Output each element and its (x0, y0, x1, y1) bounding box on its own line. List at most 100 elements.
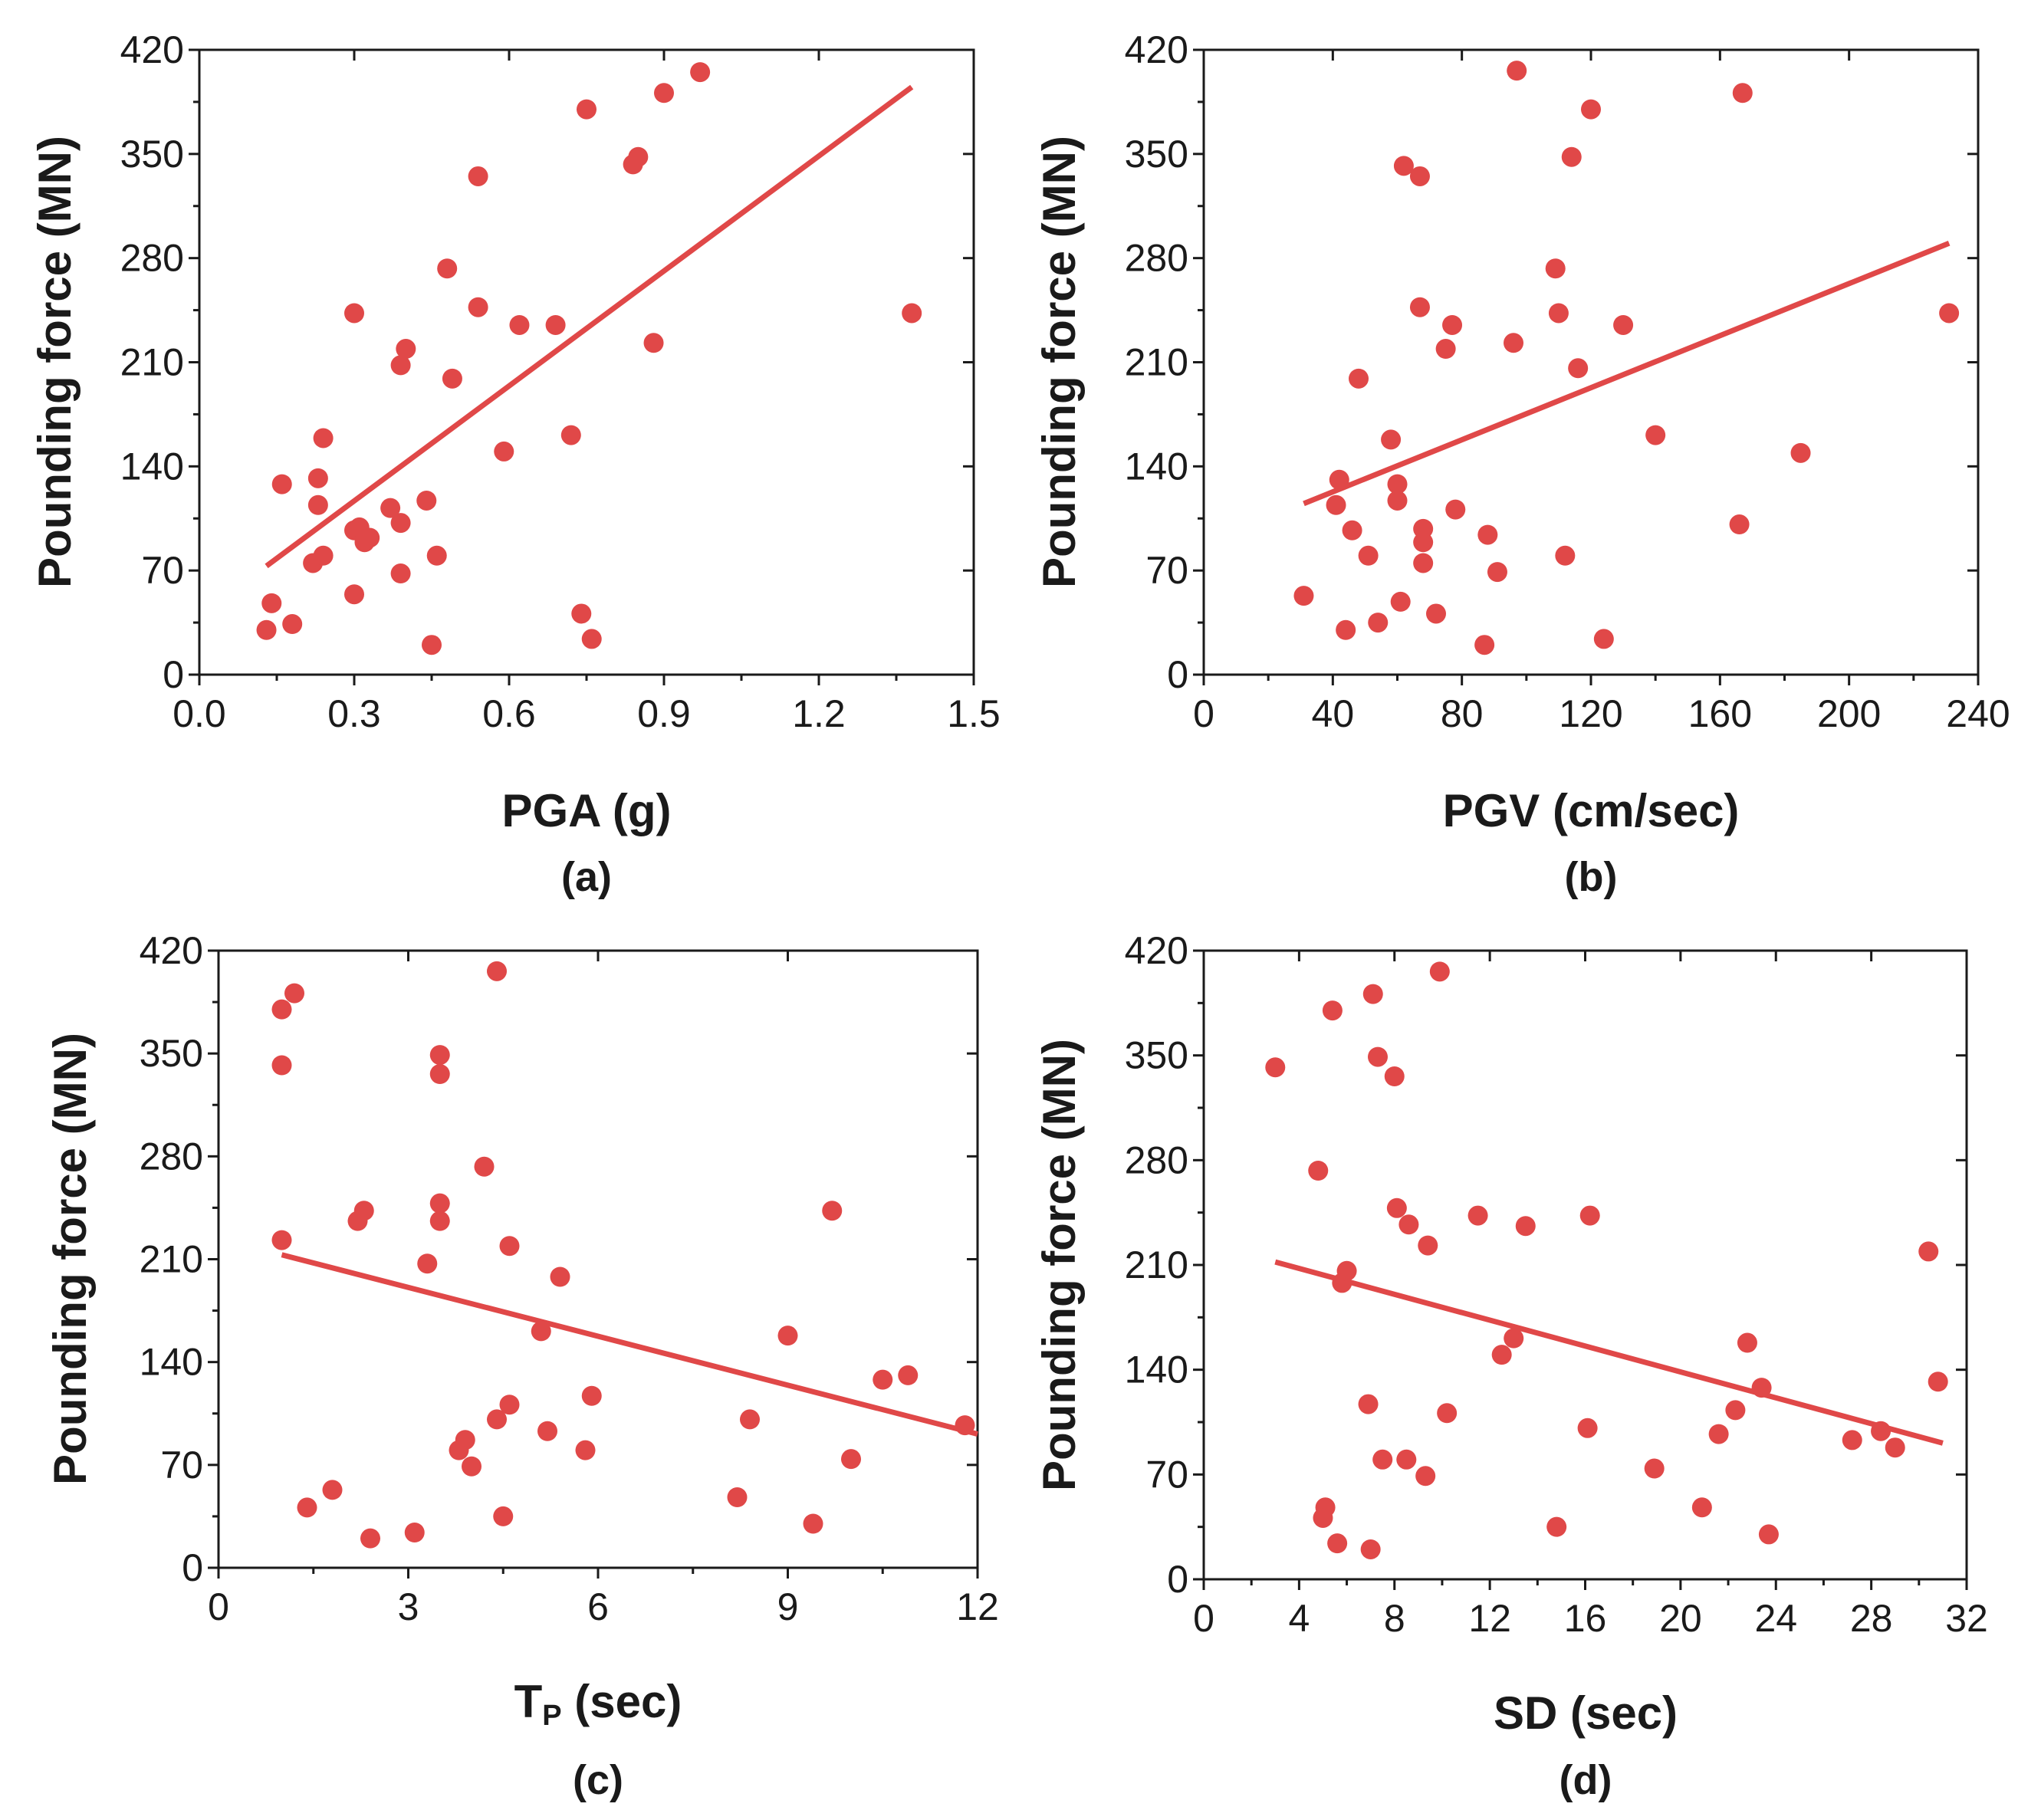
data-point (1358, 1394, 1379, 1414)
data-point (1644, 1458, 1665, 1479)
data-point (429, 1064, 450, 1084)
data-point (1409, 297, 1430, 317)
x-axis-label: TP (sec) (514, 1676, 682, 1732)
x-tick-label: 8 (1384, 1597, 1405, 1640)
y-tick-label: 280 (120, 237, 184, 280)
x-tick-label: 0.0 (173, 692, 226, 735)
data-point (1362, 984, 1383, 1004)
data-point (1387, 474, 1408, 494)
data-point (1372, 1449, 1393, 1470)
data-point (1645, 425, 1666, 445)
data-point (396, 339, 416, 360)
y-tick-label: 140 (1125, 1349, 1188, 1391)
data-point (1729, 514, 1750, 535)
y-tick-label: 140 (140, 1341, 203, 1384)
data-point (1613, 314, 1634, 335)
data-point (822, 1201, 843, 1221)
data-point (777, 1326, 798, 1346)
data-point (1691, 1497, 1712, 1518)
data-point (1579, 1205, 1600, 1226)
data-point (654, 83, 674, 103)
data-point (1758, 1524, 1779, 1545)
y-tick-label: 70 (141, 549, 184, 592)
data-point (360, 527, 380, 548)
x-tick-label: 4 (1288, 1597, 1310, 1640)
regression-line (1303, 241, 1951, 507)
data-point (1327, 1533, 1348, 1554)
x-axis-label: PGA (g) (501, 785, 671, 836)
data-point (1842, 1430, 1862, 1450)
data-point (271, 999, 292, 1020)
x-tick-label: 0.3 (327, 692, 381, 735)
y-tick-label: 0 (1167, 1558, 1188, 1601)
data-point (1329, 469, 1349, 490)
regression-line (265, 84, 914, 569)
data-point (390, 355, 411, 376)
data-point (1315, 1497, 1336, 1518)
data-point (404, 1523, 425, 1542)
data-point (307, 494, 328, 515)
data-point (1487, 562, 1507, 583)
data-point (581, 629, 602, 649)
data-point (803, 1513, 823, 1534)
regression-line (1274, 1259, 1944, 1446)
data-point (261, 593, 282, 613)
data-point (1418, 1235, 1438, 1256)
x-tick-label: 32 (1945, 1597, 1988, 1640)
data-point (429, 1193, 450, 1214)
data-point (1555, 545, 1576, 566)
data-point (1368, 613, 1389, 633)
data-point (282, 614, 303, 635)
data-point (360, 1528, 380, 1549)
x-tick-label: 40 (1312, 692, 1355, 735)
data-point (1885, 1437, 1905, 1458)
data-point (1435, 339, 1456, 360)
y-axis-label: Pounding force (MN) (1034, 136, 1085, 588)
y-axis-label: Pounding force (MN) (1034, 1039, 1085, 1491)
plot-frame (1202, 949, 1968, 1581)
data-point (1561, 146, 1582, 167)
x-tick-label: 240 (1946, 692, 2010, 735)
data-point (429, 1045, 450, 1066)
data-point (1507, 61, 1527, 81)
x-tick-label: 0.6 (482, 692, 536, 735)
panel-label: (d) (1560, 1757, 1612, 1803)
y-tick-label: 350 (1125, 133, 1188, 176)
data-point (560, 425, 581, 445)
data-point (1358, 545, 1379, 566)
data-point (437, 258, 458, 279)
x-tick-label: 3 (398, 1585, 419, 1628)
y-tick-label: 0 (1167, 653, 1188, 696)
data-point (628, 146, 649, 167)
data-point (1593, 629, 1614, 649)
data-point (898, 1365, 919, 1385)
data-point (494, 441, 514, 462)
data-point (455, 1430, 475, 1450)
y-tick-label: 210 (140, 1238, 203, 1281)
data-point (493, 1506, 514, 1526)
data-point (1429, 961, 1450, 982)
data-point (1737, 1332, 1757, 1353)
data-point (1732, 83, 1753, 103)
data-point (1265, 1057, 1286, 1078)
data-point (442, 368, 462, 389)
data-point (1581, 99, 1601, 120)
data-point (1442, 314, 1463, 335)
y-tick-label: 420 (140, 929, 203, 972)
data-point (1871, 1421, 1891, 1441)
data-point (1504, 1328, 1524, 1349)
x-tick-label: 12 (956, 1585, 999, 1628)
x-tick-label: 20 (1659, 1597, 1702, 1640)
panel-label: (c) (573, 1757, 623, 1803)
data-point (1367, 1046, 1388, 1067)
y-tick-label: 210 (120, 341, 184, 384)
data-point (1336, 619, 1356, 640)
panel-label: (a) (561, 854, 612, 900)
data-point (462, 1456, 481, 1477)
x-tick-label: 1.5 (947, 692, 1001, 735)
data-point (390, 563, 411, 584)
y-axis-label: Pounding force (MN) (29, 136, 81, 588)
y-tick-label: 0 (182, 1546, 203, 1589)
plot-frame (1202, 48, 1980, 676)
